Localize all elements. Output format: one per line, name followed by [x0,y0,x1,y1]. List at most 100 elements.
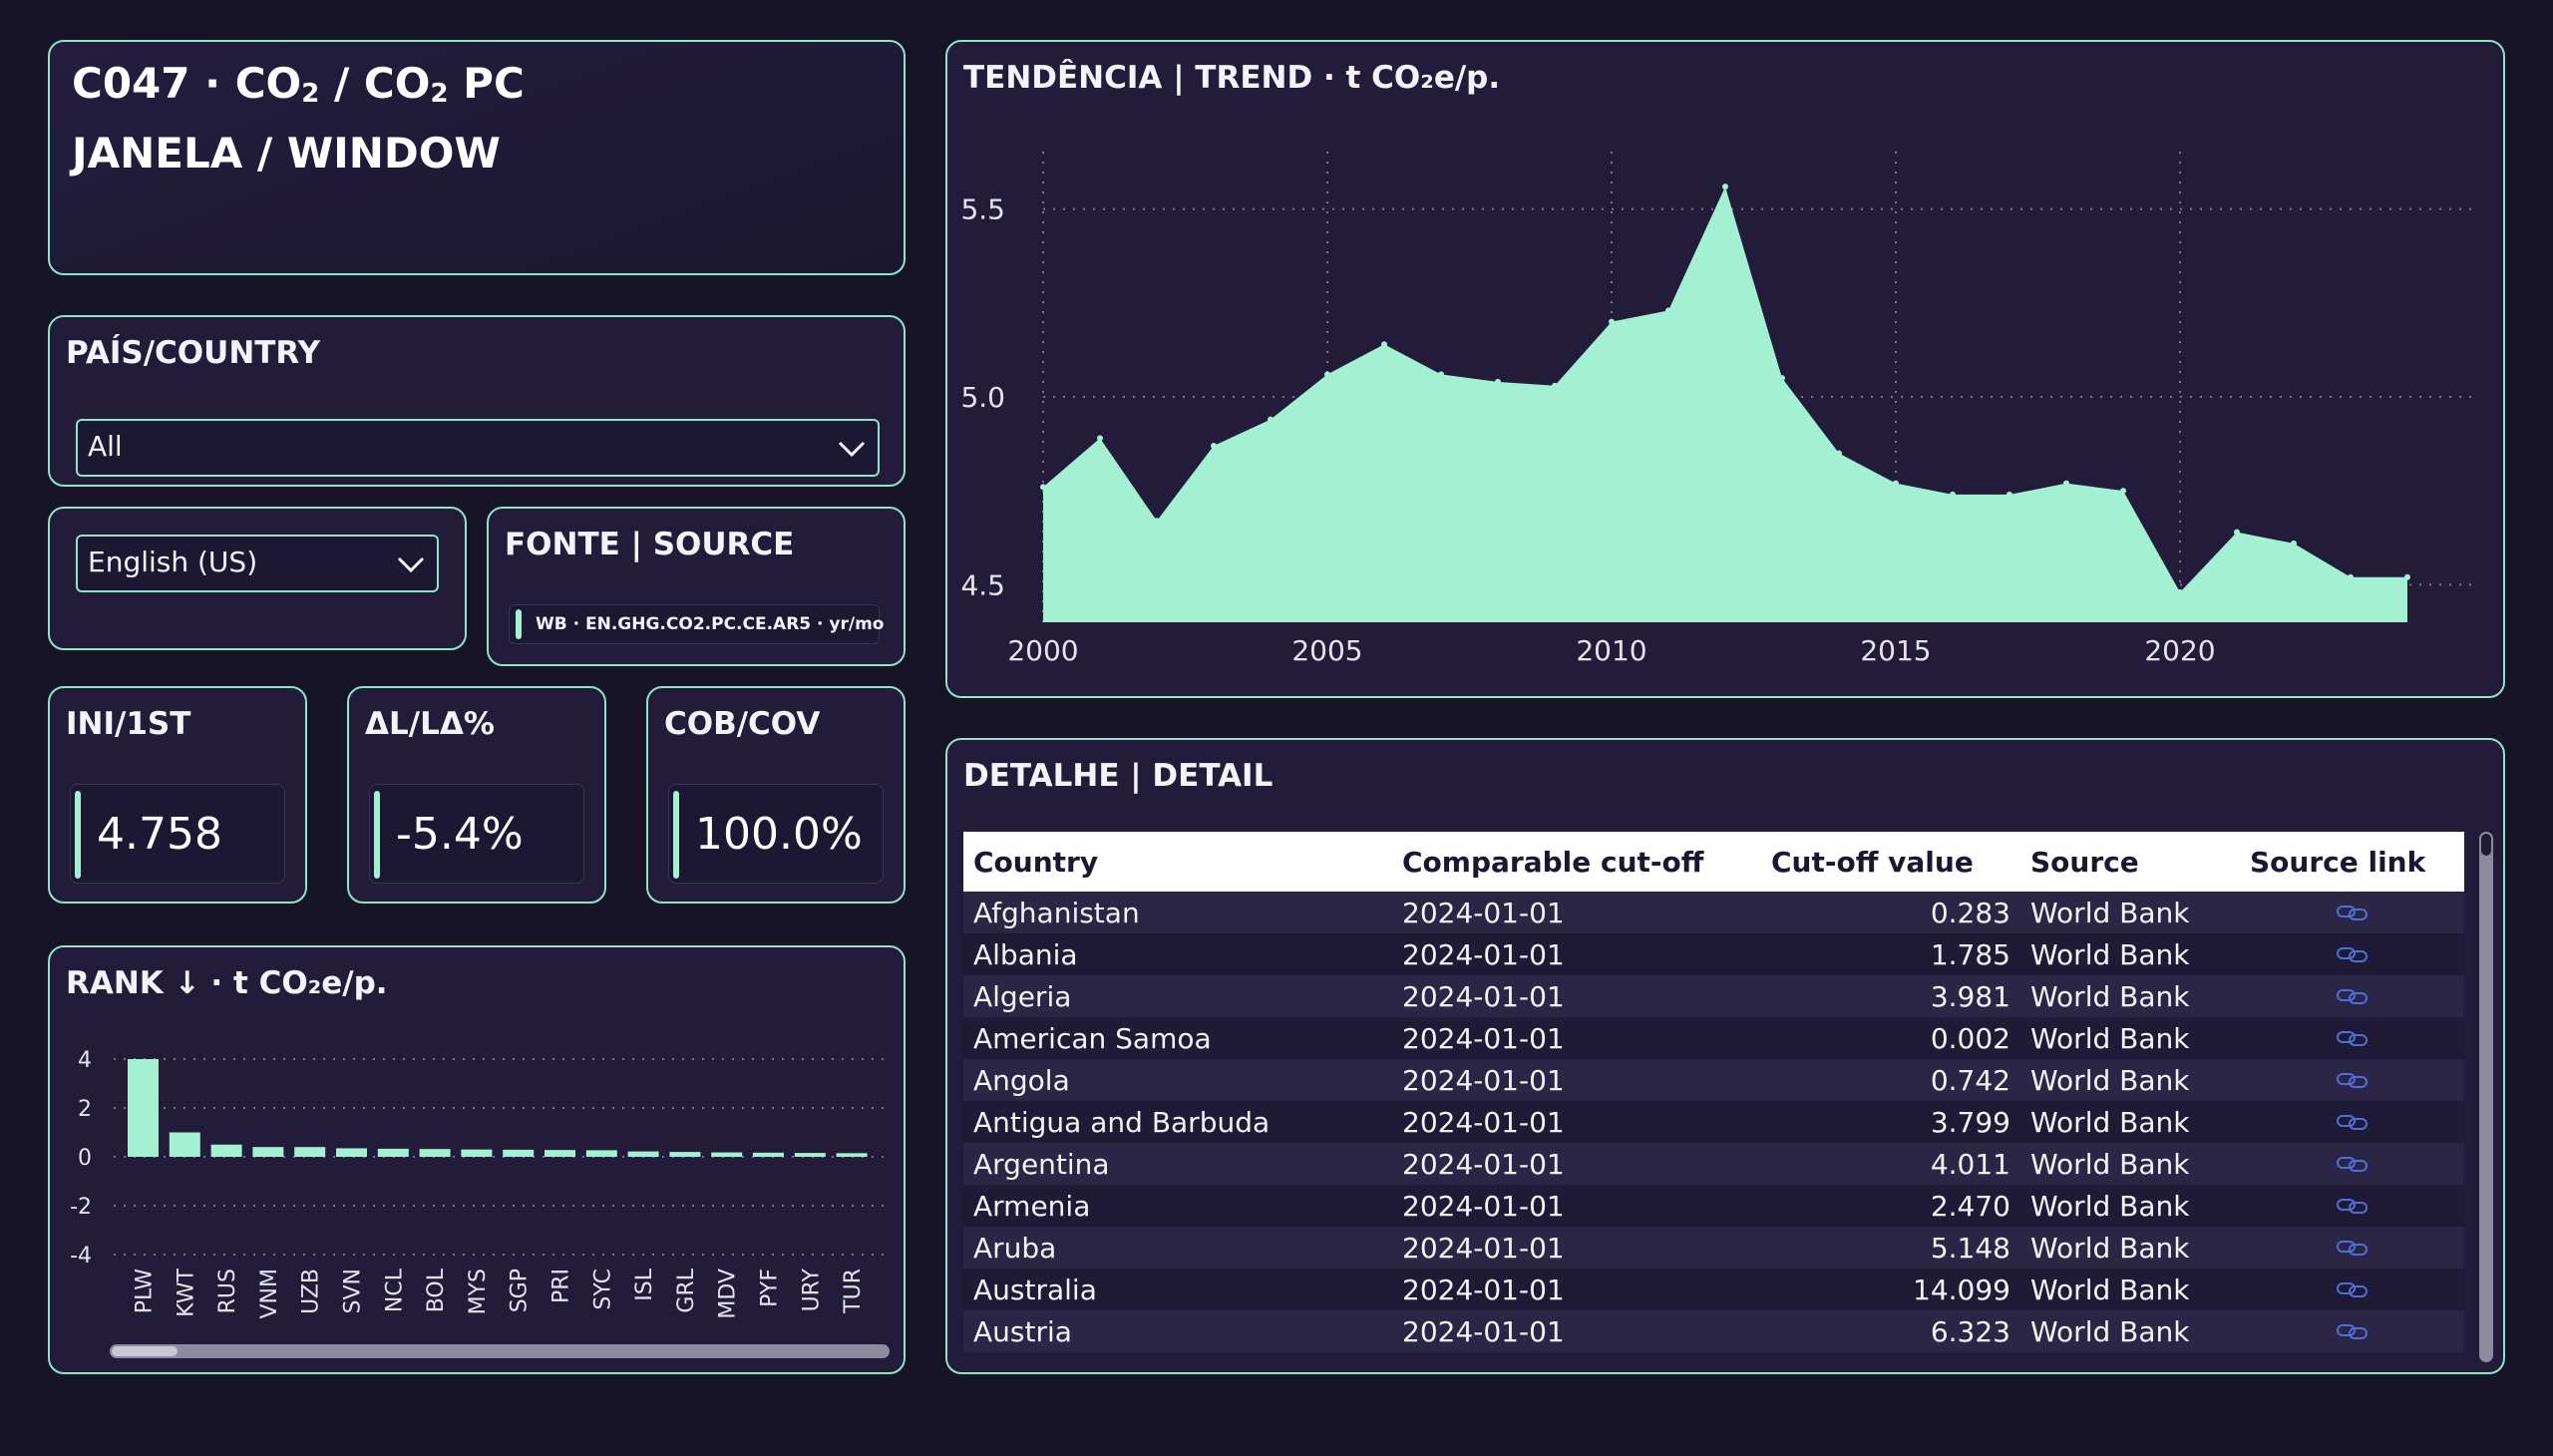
trend-point[interactable] [2404,573,2410,580]
link-icon[interactable] [2336,903,2370,922]
column-header-source[interactable]: Source [2020,832,2240,892]
rank-bar[interactable] [753,1152,784,1157]
rank-title: RANK ↓ · t CO₂e/p. [66,965,388,1001]
table-scrollbar[interactable] [2479,832,2493,1362]
table-row[interactable]: Austria 2024-01-01 6.323 World Bank [963,1310,2464,1352]
rank-chart: 4 2 0 -2 -4 PLW KWT RUS VNM UZB SVN NCL BOL MYS SGP PRI… [70,1048,884,1319]
trend-point[interactable] [1040,484,1046,491]
cell-source-link [2240,1227,2464,1269]
country-dropdown[interactable]: All [76,419,880,477]
rank-bar[interactable] [336,1148,367,1157]
trend-point[interactable] [1381,341,1387,348]
trend-point[interactable] [1211,442,1217,449]
rank-scrollbar[interactable] [110,1344,890,1358]
kpi-card-coverage: COB/COV 100.0% [646,686,906,904]
rank-bar[interactable] [711,1152,743,1157]
trend-point[interactable] [1665,307,1671,314]
table-row[interactable]: Armenia 2024-01-01 2.470 World Bank [963,1185,2464,1227]
trend-point[interactable] [2006,491,2012,498]
rank-scrollbar-thumb[interactable] [112,1346,178,1356]
column-header-cutoff[interactable]: Comparable cut-off [1392,832,1761,892]
trend-point[interactable] [1438,371,1444,378]
trend-point[interactable] [1268,416,1274,423]
trend-point[interactable] [1722,183,1728,190]
cell-cutoff: 2024-01-01 [1392,1269,1761,1310]
column-header-link[interactable]: Source link [2240,832,2464,892]
rank-bar[interactable] [503,1149,535,1157]
table-row[interactable]: Australia 2024-01-01 14.099 World Bank [963,1269,2464,1310]
cell-cutoff: 2024-01-01 [1392,1310,1761,1352]
rank-bar[interactable] [585,1150,617,1157]
table-row[interactable]: Argentina 2024-01-01 4.011 World Bank [963,1143,2464,1185]
link-icon[interactable] [2336,986,2370,1006]
rank-bar[interactable] [210,1144,242,1157]
trend-point[interactable] [1893,480,1899,487]
kpi-label: ΔL/LΔ% [365,706,495,742]
detail-card: DETALHE | DETAIL Country Comparable cut-… [945,738,2505,1374]
cell-value: 0.283 [1761,892,2020,933]
cell-value: 2.470 [1761,1185,2020,1227]
table-row[interactable]: Aruba 2024-01-01 5.148 World Bank [963,1227,2464,1269]
link-icon[interactable] [2336,1279,2370,1299]
trend-point[interactable] [1097,435,1103,442]
trend-point[interactable] [1495,378,1501,385]
table-row[interactable]: Antigua and Barbuda 2024-01-01 3.799 World … [963,1101,2464,1143]
rank-bar[interactable] [419,1149,451,1157]
cell-value: 0.742 [1761,1059,2020,1101]
trend-point[interactable] [1324,371,1330,378]
link-icon[interactable] [2336,1154,2370,1174]
cell-source: World Bank [2020,1227,2240,1269]
rank-bar[interactable] [836,1153,868,1157]
cell-value: 3.981 [1761,975,2020,1017]
trend-point[interactable] [1154,518,1160,525]
link-icon[interactable] [2336,944,2370,964]
rank-bar[interactable] [377,1148,409,1157]
trend-point[interactable] [1950,491,1956,498]
column-header-value[interactable]: Cut-off value [1761,832,2020,892]
rank-x-tick: PYF [758,1269,783,1307]
trend-point[interactable] [2348,573,2354,580]
trend-point[interactable] [2291,540,2297,546]
rank-bar[interactable] [461,1149,493,1157]
trend-area [1043,186,2407,623]
rank-x-tick: SVN [341,1269,366,1313]
rank-bar[interactable] [252,1147,284,1157]
table-row[interactable]: Albania 2024-01-01 1.785 World Bank [963,933,2464,975]
table-scrollbar-thumb[interactable] [2481,834,2491,856]
rank-bar[interactable] [669,1152,701,1157]
table-row[interactable]: American Samoa 2024-01-01 0.002 World Bank [963,1017,2464,1059]
trend-point[interactable] [1836,450,1842,457]
rank-bar[interactable] [294,1147,326,1157]
link-icon[interactable] [2336,1112,2370,1132]
rank-bar[interactable] [627,1151,659,1157]
table-row[interactable]: Afghanistan 2024-01-01 0.283 World Bank [963,892,2464,933]
trend-y-tick: 5.5 [960,193,1005,226]
link-icon[interactable] [2336,1321,2370,1341]
trend-point[interactable] [2234,529,2240,536]
rank-bar[interactable] [169,1132,200,1158]
rank-bar[interactable] [794,1153,826,1157]
rank-x-tick: MDV [716,1269,741,1319]
trend-point[interactable] [2120,488,2126,495]
table-row[interactable]: Algeria 2024-01-01 3.981 World Bank [963,975,2464,1017]
link-icon[interactable] [2336,1196,2370,1216]
link-icon[interactable] [2336,1028,2370,1048]
trend-point[interactable] [1779,375,1785,382]
rank-x-tick: UZB [299,1269,324,1314]
column-header-country[interactable]: Country [963,832,1392,892]
kpi-label: COB/COV [664,706,821,742]
language-dropdown[interactable]: English (US) [76,535,439,592]
rank-bar[interactable] [545,1150,575,1157]
trend-point[interactable] [2063,480,2069,487]
link-icon[interactable] [2336,1238,2370,1258]
cell-cutoff: 2024-01-01 [1392,1227,1761,1269]
trend-point[interactable] [1552,382,1558,389]
cell-country: Antigua and Barbuda [963,1101,1392,1143]
trend-point[interactable] [1609,318,1615,325]
link-icon[interactable] [2336,1070,2370,1090]
trend-point[interactable] [2177,588,2183,595]
rank-bar[interactable] [128,1059,159,1157]
trend-x-tick: 2005 [1291,634,1362,667]
table-row[interactable]: Angola 2024-01-01 0.742 World Bank [963,1059,2464,1101]
rank-x-tick: URY [799,1268,824,1311]
